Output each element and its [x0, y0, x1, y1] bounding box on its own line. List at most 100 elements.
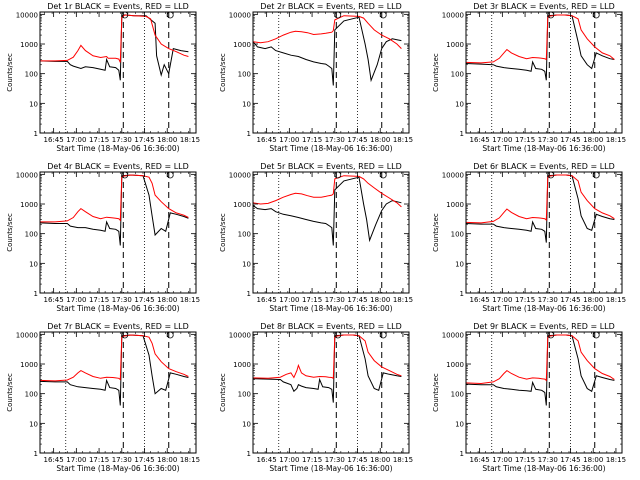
y-tick-label: 10000 — [229, 331, 251, 339]
y-tick-label: 100 — [238, 391, 251, 399]
y-tick-label: 1000 — [20, 201, 38, 209]
panel-5: Det 5r BLACK = Events, RED = LLD 1 10 100 10… — [219, 162, 413, 313]
y-tick-label: 100 — [25, 71, 38, 79]
events-series-line — [39, 174, 189, 246]
plot-frame — [39, 331, 197, 454]
y-tick-label: 1 — [460, 450, 464, 458]
x-tick-label: 18:15 — [606, 296, 626, 304]
x-tick-label: 17:00 — [492, 136, 512, 144]
x-axis-label: Start Time (18-May-06 16:36:00) — [56, 304, 179, 313]
x-tick-label: 17:00 — [279, 136, 299, 144]
panel-title: Det 9r BLACK = Events, RED = LLD — [473, 322, 615, 331]
panel-6: Det 6r BLACK = Events, RED = LLD 1 10 100 10… — [432, 162, 626, 313]
x-tick-label: 16:45 — [44, 136, 64, 144]
y-tick-label: 10000 — [442, 11, 464, 19]
plot-frame — [252, 171, 410, 294]
y-tick-label: 100 — [25, 391, 38, 399]
lld-series-line — [465, 174, 615, 224]
y-tick-label: 100 — [238, 231, 251, 239]
x-tick-label: 16:45 — [257, 136, 277, 144]
y-tick-label: 10000 — [442, 171, 464, 179]
y-tick-label: 1000 — [233, 201, 251, 209]
y-tick-label: 10000 — [229, 171, 251, 179]
x-tick-label: 17:15 — [302, 296, 322, 304]
y-tick-label: 1000 — [20, 361, 38, 369]
events-series-line — [465, 14, 615, 81]
y-tick-label: 100 — [451, 71, 464, 79]
panel-title: Det 1r BLACK = Events, RED = LLD — [47, 2, 189, 11]
x-tick-label: 18:15 — [606, 136, 626, 144]
y-tick-label: 100 — [238, 71, 251, 79]
events-series-line — [465, 334, 615, 406]
x-tick-label: 17:30 — [538, 456, 558, 464]
panel-title: Det 3r BLACK = Events, RED = LLD — [473, 2, 615, 11]
x-tick-label: 17:45 — [134, 136, 154, 144]
x-tick-label: 17:15 — [515, 136, 535, 144]
y-tick-label: 100 — [451, 391, 464, 399]
y-tick-label: 1000 — [233, 41, 251, 49]
lld-series-line — [40, 174, 189, 223]
x-tick-label: 17:45 — [560, 296, 580, 304]
y-axis-label: Counts/sec — [6, 373, 14, 412]
y-axis-label: Counts/sec — [432, 213, 440, 252]
y-tick-label: 1000 — [20, 41, 38, 49]
y-axis-label: Counts/sec — [432, 373, 440, 412]
x-tick-label: 16:45 — [470, 296, 490, 304]
x-tick-label: 18:00 — [583, 136, 603, 144]
y-tick-label: 10000 — [442, 331, 464, 339]
x-tick-label: 17:00 — [66, 456, 86, 464]
x-axis-label: Start Time (18-May-06 16:36:00) — [482, 144, 605, 153]
y-tick-label: 10 — [242, 260, 251, 268]
x-tick-label: 17:30 — [325, 456, 345, 464]
y-tick-label: 1 — [247, 130, 251, 138]
x-tick-label: 18:15 — [180, 136, 200, 144]
panel-7: Det 7r BLACK = Events, RED = LLD 1 10 100 10… — [6, 322, 200, 473]
events-series-line — [252, 176, 402, 246]
lld-series-line — [252, 175, 402, 208]
y-axis-label: Counts/sec — [6, 53, 14, 92]
x-tick-label: 17:15 — [515, 296, 535, 304]
y-tick-label: 1000 — [446, 201, 464, 209]
x-axis-label: Start Time (18-May-06 16:36:00) — [269, 144, 392, 153]
plot-frame — [39, 171, 197, 294]
lld-series-line — [465, 334, 615, 385]
x-tick-label: 17:15 — [89, 296, 109, 304]
x-tick-label: 17:45 — [134, 456, 154, 464]
plot-frame — [465, 331, 623, 454]
y-tick-label: 100 — [451, 231, 464, 239]
y-tick-label: 1 — [247, 450, 251, 458]
y-tick-label: 10000 — [16, 171, 38, 179]
panel-title: Det 4r BLACK = Events, RED = LLD — [47, 162, 189, 171]
y-tick-label: 1 — [460, 130, 464, 138]
x-tick-label: 18:15 — [393, 296, 413, 304]
panel-1: Det 1r BLACK = Events, RED = LLD 1 10 100 10… — [6, 2, 200, 153]
y-tick-label: 1000 — [446, 41, 464, 49]
x-tick-label: 18:00 — [157, 456, 177, 464]
panel-title: Det 5r BLACK = Events, RED = LLD — [260, 162, 402, 171]
x-tick-label: 18:00 — [583, 296, 603, 304]
x-axis-label: Start Time (18-May-06 16:36:00) — [269, 304, 392, 313]
x-tick-label: 18:00 — [370, 296, 390, 304]
x-tick-label: 16:45 — [257, 456, 277, 464]
y-tick-label: 10 — [29, 100, 38, 108]
plot-frame — [39, 11, 197, 134]
x-tick-label: 17:45 — [560, 136, 580, 144]
y-tick-label: 100 — [25, 231, 38, 239]
x-axis-label: Start Time (18-May-06 16:36:00) — [482, 464, 605, 473]
y-axis-label: Counts/sec — [6, 213, 14, 252]
lld-series-line — [39, 334, 189, 382]
x-tick-label: 16:45 — [44, 296, 64, 304]
lld-series-line — [465, 14, 615, 64]
y-tick-label: 1000 — [233, 361, 251, 369]
lld-series-line — [40, 14, 189, 63]
panel-4: Det 4r BLACK = Events, RED = LLD 1 10 100 10… — [6, 162, 200, 313]
x-tick-label: 17:45 — [560, 456, 580, 464]
panel-8: Det 8r BLACK = Events, RED = LLD 1 10 100 10… — [219, 322, 413, 473]
x-axis-label: Start Time (18-May-06 16:36:00) — [482, 304, 605, 313]
x-tick-label: 18:00 — [370, 456, 390, 464]
x-tick-label: 17:30 — [112, 456, 132, 464]
x-tick-label: 18:15 — [180, 456, 200, 464]
x-tick-label: 18:00 — [157, 136, 177, 144]
x-tick-label: 17:30 — [325, 296, 345, 304]
